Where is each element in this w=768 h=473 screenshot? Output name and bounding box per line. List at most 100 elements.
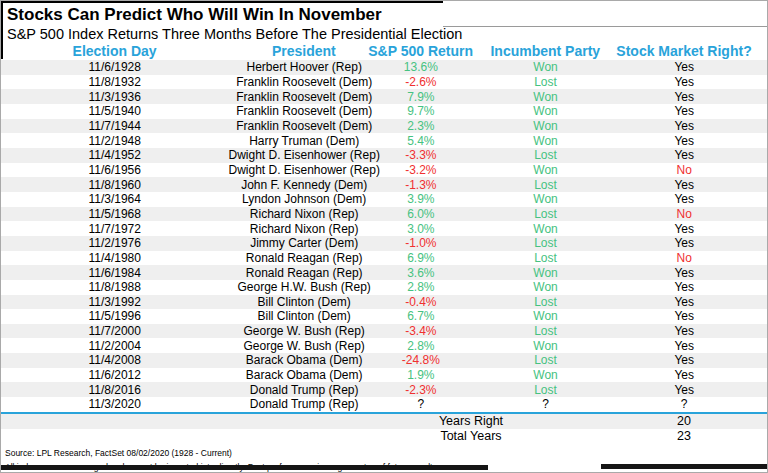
cell-election-day: 11/6/1984 xyxy=(1,266,228,280)
table-row: 11/6/2012 Barack Obama (Dem) 1.9% Won Ye… xyxy=(1,368,767,383)
cell-president: Dwight D. Eisenhower (Rep) xyxy=(228,163,380,177)
cell-incumbent-party: Lost xyxy=(462,75,630,89)
cell-election-day: 11/3/1936 xyxy=(1,90,228,104)
cell-incumbent-party: Won xyxy=(462,368,630,382)
cell-market-right: Yes xyxy=(629,192,767,206)
cell-election-day: 11/2/1976 xyxy=(1,236,228,250)
cell-incumbent-party: Won xyxy=(462,134,630,148)
cell-incumbent-party: Won xyxy=(462,60,630,74)
cell-president: Barack Obama (Dem) xyxy=(228,368,380,382)
cell-sp500-return: 1.9% xyxy=(380,368,462,382)
cell-market-right: ? xyxy=(629,397,767,411)
cell-incumbent-party: Lost xyxy=(462,353,630,367)
table-row: 11/7/2000 George W. Bush (Rep) -3.4% Los… xyxy=(1,324,767,339)
cell-election-day: 11/3/1964 xyxy=(1,192,228,206)
cell-president: Ronald Reagan (Rep) xyxy=(228,266,380,280)
source-note: Source: LPL Research, FactSet 08/02/2020… xyxy=(1,444,767,458)
cell-sp500-return: -0.4% xyxy=(380,295,462,309)
cell-sp500-return: 7.9% xyxy=(380,90,462,104)
cell-sp500-return: 9.7% xyxy=(380,104,462,118)
cell-market-right: Yes xyxy=(629,280,767,294)
cell-incumbent-party: Lost xyxy=(462,295,630,309)
cell-sp500-return: 2.8% xyxy=(380,280,462,294)
cell-market-right: Yes xyxy=(629,383,767,397)
cell-market-right: Yes xyxy=(629,134,767,148)
cell-president: Bill Clinton (Dem) xyxy=(228,309,380,323)
table-body: 11/6/1928 Herbert Hoover (Rep) 13.6% Won… xyxy=(1,60,767,412)
cell-sp500-return: 3.9% xyxy=(380,192,462,206)
cell-market-right: Yes xyxy=(629,309,767,323)
table-row: 11/2/2004 George W. Bush (Rep) 2.8% Won … xyxy=(1,338,767,353)
cell-market-right: Yes xyxy=(629,60,767,74)
column-header-incumbent-party: Incumbent Party xyxy=(462,43,629,59)
cell-incumbent-party: Won xyxy=(462,104,630,118)
cell-sp500-return: -1.3% xyxy=(380,178,462,192)
cell-sp500-return: 3.0% xyxy=(380,222,462,236)
cell-president: Dwight D. Eisenhower (Rep) xyxy=(228,148,380,162)
cell-sp500-return: 6.0% xyxy=(380,207,462,221)
cell-incumbent-party: Won xyxy=(462,309,630,323)
cell-election-day: 11/7/1972 xyxy=(1,222,228,236)
top-accent-rule xyxy=(1,1,443,3)
cell-market-right: Yes xyxy=(629,295,767,309)
cell-sp500-return: -2.6% xyxy=(380,75,462,89)
cell-president: Donald Trump (Rep) xyxy=(228,383,380,397)
cell-president: Franklin Roosevelt (Dem) xyxy=(228,90,380,104)
cell-election-day: 11/8/1932 xyxy=(1,75,228,89)
cell-market-right: No xyxy=(629,251,767,265)
cell-market-right: No xyxy=(629,163,767,177)
cell-president: John F. Kennedy (Dem) xyxy=(228,178,380,192)
cell-market-right: Yes xyxy=(629,368,767,382)
cell-incumbent-party: Won xyxy=(462,163,630,177)
total-years-value: 23 xyxy=(629,429,767,443)
cell-incumbent-party: Won xyxy=(462,222,630,236)
cell-incumbent-party: Lost xyxy=(462,324,630,338)
cell-election-day: 11/3/1992 xyxy=(1,295,228,309)
cell-sp500-return: 2.3% xyxy=(380,119,462,133)
cell-president: Harry Truman (Dem) xyxy=(228,134,380,148)
cell-president: George W. Bush (Rep) xyxy=(228,324,380,338)
table-header-row: Election Day President S&P 500 Return In… xyxy=(1,42,767,60)
cell-election-day: 11/7/1944 xyxy=(1,119,228,133)
cell-president: Lyndon Johnson (Dem) xyxy=(228,192,380,206)
cell-market-right: Yes xyxy=(629,222,767,236)
cell-election-day: 11/5/1940 xyxy=(1,104,228,118)
cell-election-day: 11/3/2020 xyxy=(1,397,228,411)
cell-market-right: Yes xyxy=(629,148,767,162)
report-table: Stocks Can Predict Who Will Win In Novem… xyxy=(0,0,768,473)
cell-sp500-return: ? xyxy=(380,397,462,411)
table-row: 11/6/1928 Herbert Hoover (Rep) 13.6% Won… xyxy=(1,60,767,75)
cell-incumbent-party: Lost xyxy=(462,207,630,221)
years-right-value: 20 xyxy=(629,414,767,428)
table-row: 11/4/2008 Barack Obama (Dem) -24.8% Lost… xyxy=(1,353,767,368)
cell-sp500-return: 6.9% xyxy=(380,251,462,265)
column-header-sp500-return: S&P 500 Return xyxy=(380,43,462,59)
cell-incumbent-party: Lost xyxy=(462,236,630,250)
cell-election-day: 11/2/2004 xyxy=(1,339,228,353)
years-right-label: Years Right xyxy=(381,414,561,428)
cell-incumbent-party: Lost xyxy=(462,148,630,162)
cell-market-right: Yes xyxy=(629,339,767,353)
cell-sp500-return: -2.3% xyxy=(380,383,462,397)
cell-president: Richard Nixon (Rep) xyxy=(228,207,380,221)
table-row: 11/7/1972 Richard Nixon (Rep) 3.0% Won Y… xyxy=(1,221,767,236)
cell-president: Barack Obama (Dem) xyxy=(228,353,380,367)
cell-president: Franklin Roosevelt (Dem) xyxy=(228,104,380,118)
cell-market-right: Yes xyxy=(629,324,767,338)
cell-incumbent-party: ? xyxy=(462,397,630,411)
cell-market-right: Yes xyxy=(629,90,767,104)
cell-sp500-return: -3.4% xyxy=(380,324,462,338)
cell-market-right: Yes xyxy=(629,266,767,280)
cell-election-day: 11/8/1988 xyxy=(1,280,228,294)
summary-row-years-right: Years Right 20 xyxy=(1,414,767,429)
cell-market-right: No xyxy=(629,207,767,221)
cell-election-day: 11/6/1956 xyxy=(1,163,228,177)
cell-incumbent-party: Won xyxy=(462,192,630,206)
table-row: 11/6/1956 Dwight D. Eisenhower (Rep) -3.… xyxy=(1,163,767,178)
cell-incumbent-party: Won xyxy=(462,266,630,280)
cell-incumbent-party: Won xyxy=(462,280,630,294)
cell-president: Herbert Hoover (Rep) xyxy=(228,60,380,74)
table-row: 11/5/1996 Bill Clinton (Dem) 6.7% Won Ye… xyxy=(1,309,767,324)
cell-election-day: 11/5/1968 xyxy=(1,207,228,221)
cell-incumbent-party: Lost xyxy=(462,178,630,192)
